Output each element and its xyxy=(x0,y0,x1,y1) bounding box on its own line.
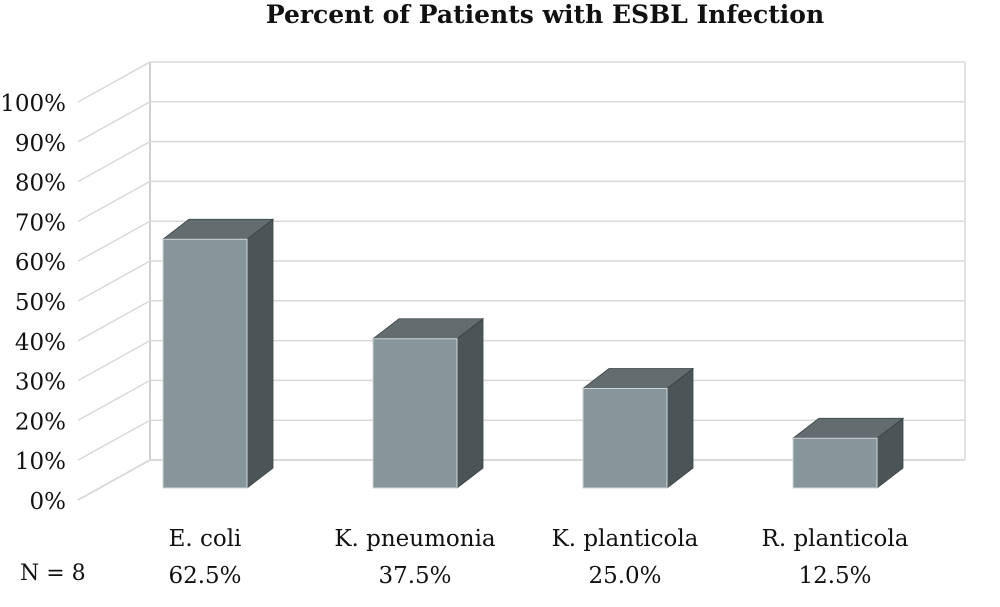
bar xyxy=(371,317,485,489)
bar xyxy=(791,417,905,489)
y-tick-label: 70% xyxy=(15,210,66,236)
bar-front xyxy=(792,437,878,489)
value-label: 62.5% xyxy=(168,563,241,589)
y-tick-label: 20% xyxy=(15,409,66,435)
bar-front xyxy=(162,238,248,489)
bar-side xyxy=(246,218,274,489)
bar-side xyxy=(456,317,484,489)
value-label: 37.5% xyxy=(378,563,451,589)
bar xyxy=(581,367,695,489)
gridline xyxy=(77,140,965,183)
gridlines xyxy=(77,61,965,501)
y-tick-label: 90% xyxy=(15,131,66,157)
gridline xyxy=(77,180,965,223)
y-tick-label: 100% xyxy=(0,91,66,117)
y-axis-ticks: 0% 10% 20% 30% 40% 50% 60% 70% 80% 90% 100% xyxy=(0,91,66,515)
y-tick-label: 10% xyxy=(15,449,66,475)
y-tick-label: 40% xyxy=(15,330,66,356)
chart-title: Percent of Patients with ESBL Infection xyxy=(266,0,824,29)
y-tick-label: 80% xyxy=(15,171,66,197)
bar-side xyxy=(666,367,694,489)
category-label: E. coli xyxy=(169,526,242,552)
category-labels: E. coli K. pneumonia K. planticola R. plant… xyxy=(169,526,909,552)
category-label: K. planticola xyxy=(552,526,699,552)
y-tick-label: 0% xyxy=(30,489,67,515)
gridline xyxy=(77,339,965,382)
bar xyxy=(161,218,275,489)
bar-front xyxy=(372,338,458,489)
value-label: 12.5% xyxy=(798,563,871,589)
y-tick-label: 60% xyxy=(15,250,66,276)
gridline xyxy=(77,300,965,342)
gridline xyxy=(77,101,965,143)
value-labels: 62.5% 37.5% 25.0% 12.5% xyxy=(168,563,871,589)
gridline xyxy=(77,220,965,262)
gridline xyxy=(77,260,965,302)
bars xyxy=(161,218,905,489)
gridline xyxy=(77,61,965,103)
y-tick-label: 30% xyxy=(15,370,66,396)
y-tick-label: 50% xyxy=(15,290,66,316)
category-label: R. planticola xyxy=(762,526,909,552)
value-label: 25.0% xyxy=(588,563,661,589)
category-label: K. pneumonia xyxy=(334,526,496,552)
bar-front xyxy=(582,388,668,489)
sample-size-label: N = 8 xyxy=(20,561,86,586)
